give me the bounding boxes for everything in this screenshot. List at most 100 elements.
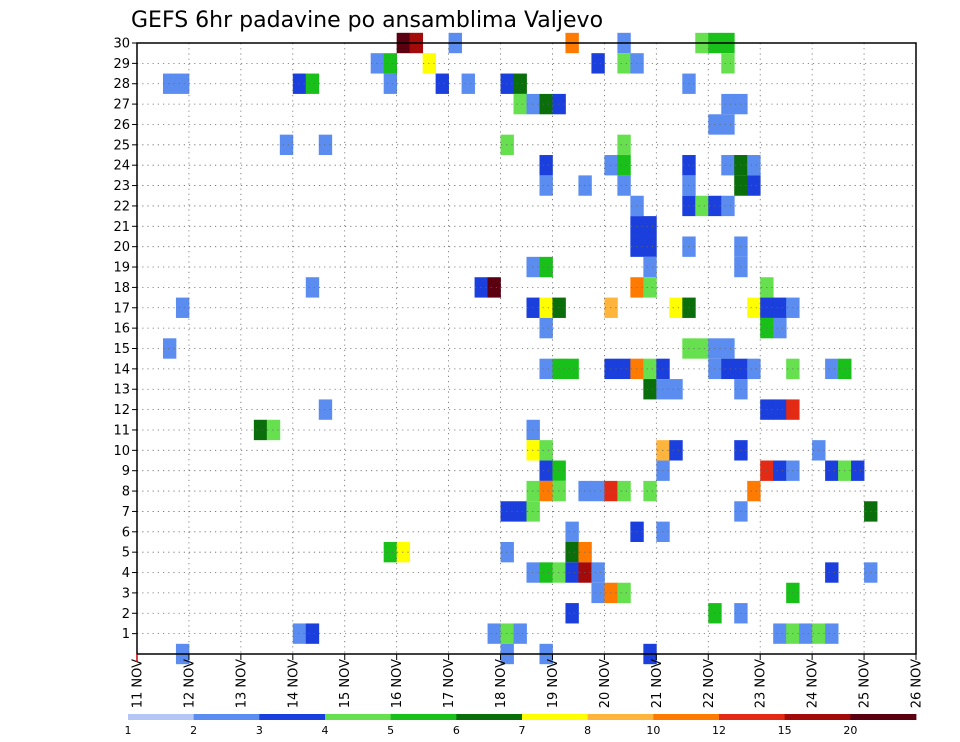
colorbar: 1 2 3 4 5 6 7 8 10 12 15 20: [125, 714, 917, 737]
colorbar-swatch: [784, 714, 851, 720]
precip-cell: [175, 73, 190, 94]
colorbar-swatch: [193, 714, 260, 720]
precip-cell: [513, 93, 527, 115]
precip-cell: [773, 623, 787, 644]
y-tick-label: 1: [122, 627, 130, 642]
precip-cell: [539, 155, 553, 176]
precip-cell: [617, 358, 631, 380]
precip-cell: [305, 73, 320, 94]
precip-cell: [279, 134, 294, 156]
precip-cell: [747, 175, 761, 196]
colorbar-label: 10: [646, 724, 660, 737]
y-tick-label: 12: [113, 403, 130, 418]
y-tick-label: 19: [113, 261, 130, 276]
x-tick-label: 16 NOV: [390, 659, 405, 708]
x-tick-label: 14 NOV: [286, 659, 301, 708]
cells-layer: [162, 32, 878, 665]
y-tick-label: 5: [122, 546, 130, 561]
precip-cell: [669, 297, 683, 318]
colorbar-label: 5: [387, 724, 394, 737]
precip-cell: [773, 297, 787, 318]
colorbar-label: 2: [190, 724, 197, 737]
precip-cell: [539, 480, 553, 502]
precip-cell: [825, 562, 839, 583]
x-ticks-layer: 11 NOV 12 NOV 13 NOV 14 NOV 15 NOV 16 NOV 17 N…: [131, 654, 925, 708]
precip-cell: [175, 297, 190, 318]
colorbar-label: 12: [712, 724, 726, 737]
precip-cell: [721, 358, 735, 380]
chart-title: GEFS 6hr padavine po ansamblima Valjevo: [131, 8, 603, 33]
precip-cell: [162, 338, 177, 359]
precip-cell: [825, 623, 839, 644]
y-tick-label: 11: [113, 423, 130, 438]
y-tick-label: 8: [122, 485, 130, 500]
colorbar-swatch: [653, 714, 720, 720]
y-tick-label: 21: [113, 220, 130, 235]
y-tick-label: 25: [113, 138, 130, 153]
precip-cell: [305, 277, 320, 298]
precip-cell: [253, 419, 268, 441]
precip-cell: [747, 358, 761, 380]
precip-cell: [721, 114, 735, 135]
precip-cell: [851, 460, 865, 481]
precip-cell: [539, 93, 553, 115]
x-tick-label: 20 NOV: [598, 659, 613, 708]
x-tick-label: 12 NOV: [182, 659, 197, 708]
x-tick-label: 25 NOV: [858, 659, 873, 708]
precip-cell: [695, 195, 709, 217]
precip-cell: [539, 175, 553, 196]
precip-cell: [539, 440, 553, 461]
precip-cell: [643, 379, 657, 400]
precip-cell: [617, 155, 631, 176]
x-tick-label: 26 NOV: [910, 659, 925, 708]
precip-cell: [292, 73, 307, 94]
y-tick-label: 20: [113, 240, 130, 255]
x-tick-label: 23 NOV: [754, 659, 769, 708]
precip-cell: [565, 541, 579, 563]
precip-cell: [747, 155, 761, 176]
colorbar-swatch: [325, 714, 392, 720]
y-tick-label: 22: [113, 199, 130, 214]
precip-cell: [539, 562, 553, 583]
precip-cell: [695, 338, 709, 359]
x-tick-label: 24 NOV: [806, 659, 821, 708]
precip-cell: [747, 297, 761, 318]
colorbar-swatch: [128, 714, 195, 720]
precip-cell: [162, 73, 177, 94]
x-tick-label: 22 NOV: [702, 659, 717, 708]
precip-cell: [539, 358, 553, 380]
precip-cell: [721, 53, 735, 74]
y-tick-label: 29: [113, 57, 130, 72]
colorbar-label: 15: [778, 724, 792, 737]
precip-cell: [318, 134, 333, 156]
colorbar-label: 20: [843, 724, 857, 737]
precip-cell: [383, 53, 398, 74]
precip-cell: [721, 93, 735, 115]
precip-cell: [565, 562, 579, 583]
x-tick-label: 19 NOV: [546, 659, 561, 708]
colorbar-swatch: [719, 714, 786, 720]
colorbar-label: 3: [256, 724, 263, 737]
y-tick-label: 10: [113, 444, 130, 459]
y-ticks-layer: 1234567891011121314151617181920212223242…: [113, 37, 137, 642]
precip-cell: [669, 440, 683, 461]
precip-cell: [825, 358, 839, 380]
precip-cell: [773, 460, 787, 481]
precip-cell: [721, 338, 735, 359]
precip-cell: [591, 582, 605, 604]
y-tick-label: 6: [122, 525, 130, 540]
precip-cell: [643, 277, 657, 298]
colorbar-label: 6: [453, 724, 460, 737]
y-tick-label: 30: [113, 37, 130, 52]
y-tick-label: 27: [113, 98, 130, 113]
y-tick-label: 17: [113, 301, 130, 316]
precip-cell: [747, 480, 761, 502]
y-tick-label: 3: [122, 586, 130, 601]
precip-cell: [643, 358, 657, 380]
precip-cell: [565, 603, 579, 624]
precip-cell: [383, 73, 398, 94]
colorbar-label: 8: [584, 724, 591, 737]
y-tick-label: 15: [113, 342, 130, 357]
precip-cell: [266, 419, 281, 441]
precip-cell: [318, 399, 333, 420]
